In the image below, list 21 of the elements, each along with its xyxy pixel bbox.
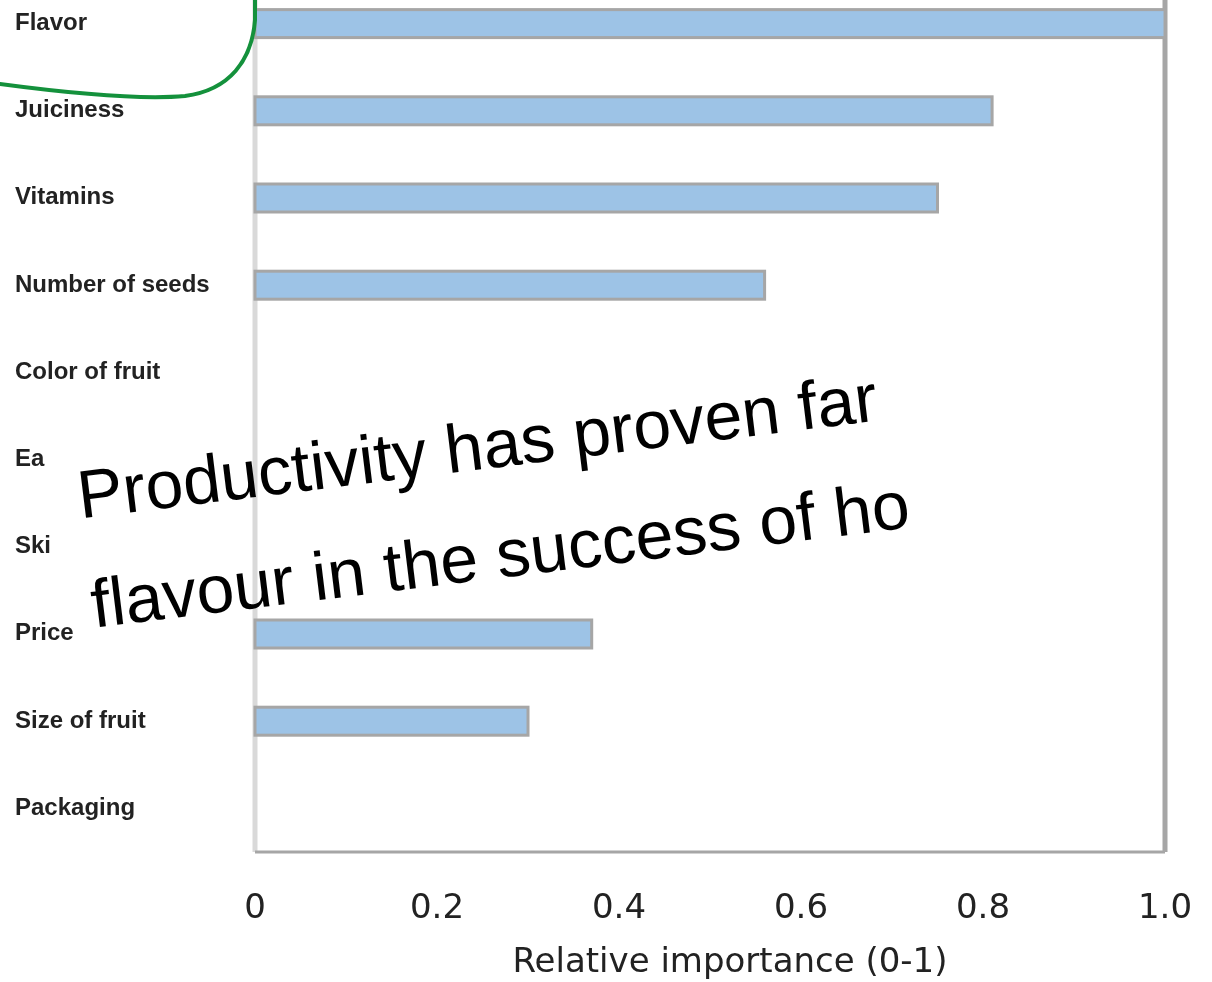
- y-tick-label: Juiciness: [15, 95, 125, 123]
- y-tick-label: Size of fruit: [15, 705, 146, 733]
- bar: [253, 269, 767, 301]
- y-tick-label: Number of seeds: [15, 269, 210, 297]
- bar: [253, 182, 939, 214]
- y-tick-label: Price: [15, 618, 74, 646]
- bar: [253, 705, 530, 737]
- y-tick-label: Packaging: [15, 792, 136, 820]
- bar: [253, 95, 994, 127]
- x-tick-label: 0.2: [409, 886, 465, 926]
- y-tick-label: Ea: [15, 443, 46, 471]
- y-tick-label: Vitamins: [15, 182, 115, 210]
- x-axis-title: Relative importance (0-1): [512, 940, 948, 980]
- x-tick-label: 0: [244, 886, 266, 926]
- x-tick-label: 0.4: [591, 886, 647, 926]
- x-tick-label: 1.0: [1137, 886, 1193, 926]
- y-tick-label: Flavor: [15, 7, 88, 35]
- y-tick-label: Color of fruit: [15, 356, 161, 384]
- x-tick-label: 0.6: [773, 886, 829, 926]
- y-tick-label: Ski: [15, 531, 52, 559]
- x-tick-label: 0.8: [955, 886, 1011, 926]
